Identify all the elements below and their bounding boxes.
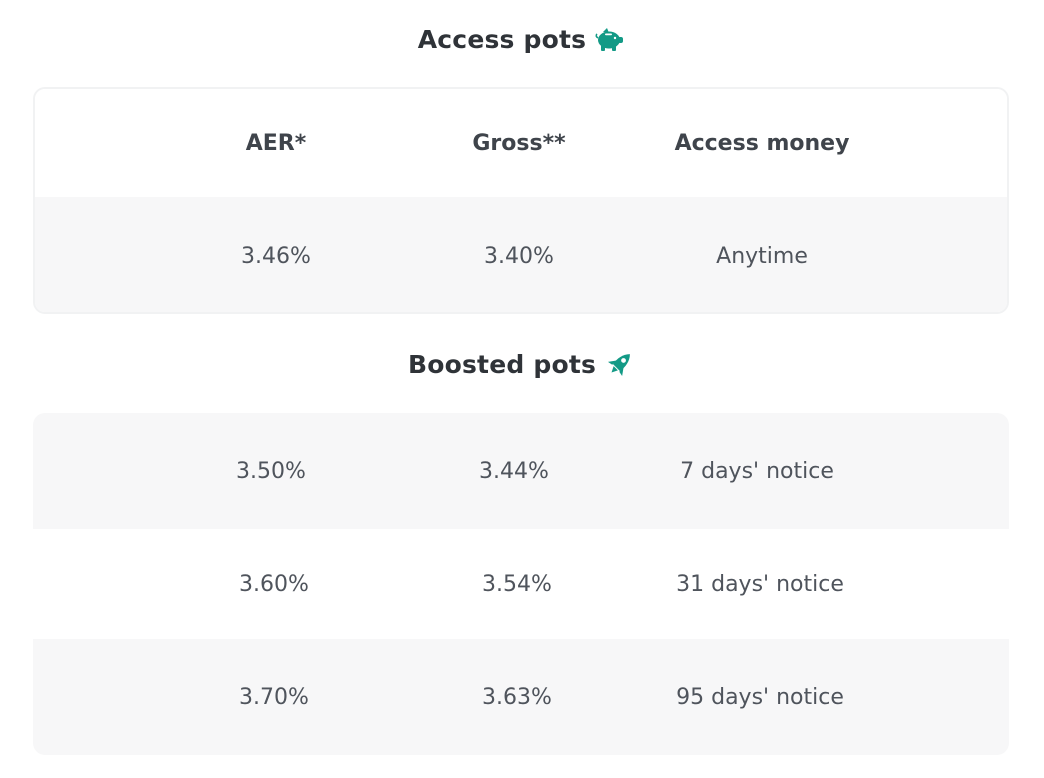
gross-value: 3.44% [479,458,549,484]
boosted-pots-title: Boosted pots [0,343,1044,385]
boosted-pots-title-text: Boosted pots [407,349,597,379]
table-row: 3.50% 3.44% 7 days' notice [33,413,1009,529]
access-pots-title-text: Access pots [417,24,587,54]
header-aer: AER* [245,130,307,156]
table-row: 3.70% 3.63% 95 days' notice [33,639,1009,755]
access-value: 7 days' notice [680,458,834,484]
table-row: 3.60% 3.54% 31 days' notice [33,529,1009,639]
access-pots-table: AER* Gross** Access money 3.46% 3.40% An… [33,87,1009,314]
header-access-money: Access money [674,130,850,156]
aer-value: 3.60% [239,571,309,597]
aer-value: 3.46% [241,244,311,269]
aer-value: 3.70% [239,684,309,710]
access-pots-title: Access pots [0,18,1044,60]
gross-value: 3.63% [482,684,552,710]
table-header-row: AER* Gross** Access money [35,89,1007,197]
gross-value: 3.40% [484,244,554,269]
header-gross: Gross** [472,130,566,156]
gross-value: 3.54% [482,571,552,597]
rocket-icon [604,348,636,380]
access-value: 31 days' notice [676,571,844,597]
table-row: 3.46% 3.40% Anytime [35,197,1007,312]
access-value: 95 days' notice [676,684,844,710]
boosted-pots-table: 3.50% 3.44% 7 days' notice 3.60% 3.54% 3… [33,413,1009,755]
piggy-bank-icon [594,23,626,55]
aer-value: 3.50% [236,458,306,484]
access-value: Anytime [716,244,808,269]
